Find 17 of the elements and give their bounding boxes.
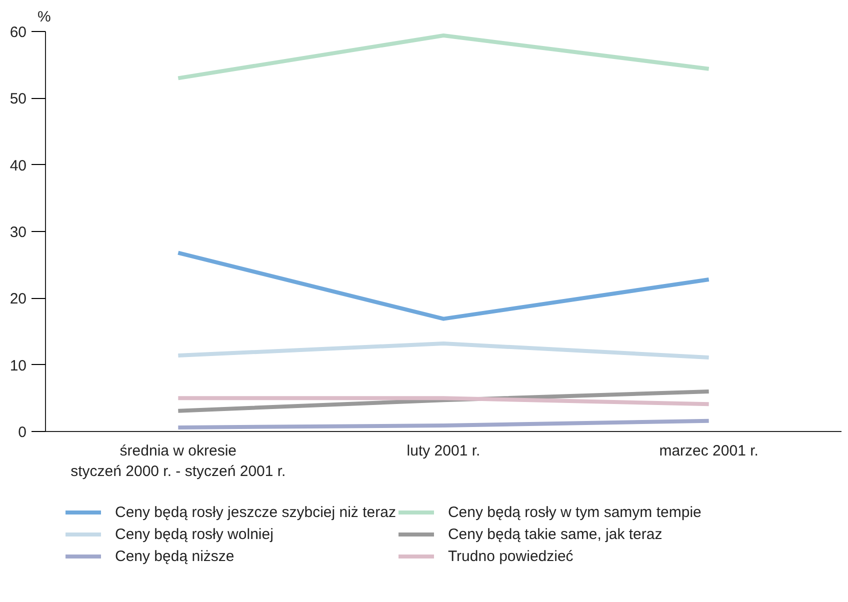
y-tick-label: 30 (10, 224, 27, 241)
y-tick-label: 0 (18, 424, 26, 441)
x-tick-label: marzec 2001 r. (659, 442, 758, 460)
legend-label: Ceny będą niższe (115, 548, 234, 564)
y-tick-label: 60 (10, 24, 27, 41)
legend-label: Ceny będą rosły jeszcze szybciej niż teraz (115, 504, 396, 520)
legend-label: Ceny będą takie same, jak teraz (448, 526, 662, 542)
x-tick-label: średnia w okresie styczeń 2000 r. - styczeń 2001 r. (70, 442, 286, 480)
legend-label: Trudno powiedzieć (448, 548, 574, 564)
legend-label: Ceny będą rosły wolniej (115, 526, 274, 542)
x-tick-label: luty 2001 r. (406, 442, 480, 460)
legend-label: Ceny będą rosły w tym samym tempie (448, 504, 702, 520)
y-tick-label: 20 (10, 290, 27, 308)
y-tick-label: 50 (10, 90, 27, 108)
y-tick-label: 10 (10, 357, 27, 374)
y-axis-title: % (38, 8, 51, 26)
y-tick-label: 40 (10, 157, 27, 174)
